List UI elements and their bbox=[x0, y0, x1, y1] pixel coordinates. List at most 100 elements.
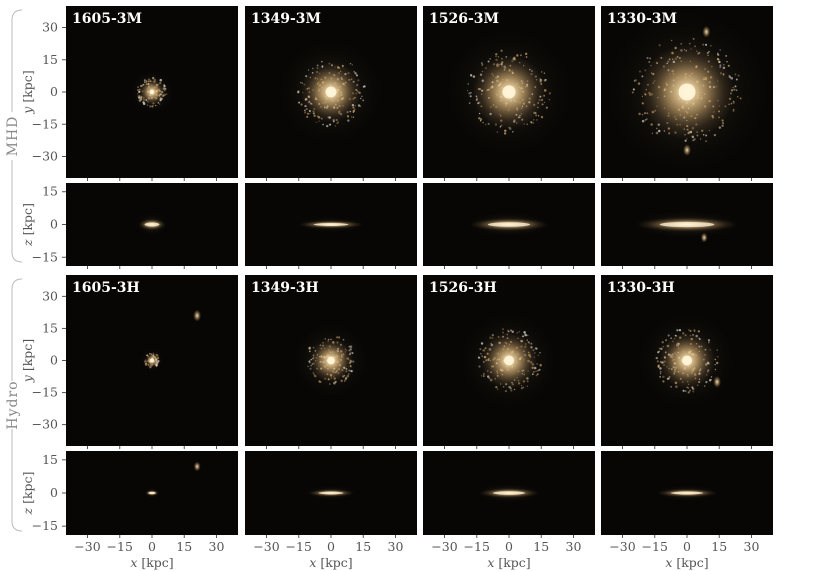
star-particle bbox=[705, 43, 708, 46]
panel-label: 1605-3H bbox=[72, 280, 140, 296]
galaxy-bulge bbox=[678, 83, 696, 101]
satellite-galaxy bbox=[713, 375, 722, 388]
star-particle bbox=[631, 91, 634, 94]
star-particle bbox=[151, 105, 154, 108]
star-particle bbox=[504, 390, 507, 393]
star-particle bbox=[468, 102, 471, 105]
y-axis-label: y [kpc] bbox=[20, 70, 35, 114]
star-particle bbox=[536, 119, 538, 121]
panel-label: 1330-3H bbox=[607, 280, 675, 296]
star-particle bbox=[719, 49, 721, 51]
x-tick-label: 15 bbox=[533, 539, 549, 554]
y-tick-label: −15 bbox=[32, 116, 58, 131]
star-particle bbox=[641, 119, 645, 123]
star-particle bbox=[506, 329, 510, 333]
panel-label: 1349-3M bbox=[251, 11, 321, 27]
star-particle bbox=[337, 121, 339, 123]
star-particle bbox=[697, 330, 700, 333]
star-particle bbox=[545, 106, 548, 109]
star-particle bbox=[637, 82, 641, 85]
star-particle bbox=[693, 329, 696, 332]
star-particle bbox=[467, 89, 469, 92]
star-particle bbox=[538, 368, 541, 371]
face-on-panel-1605-3H: 1605-3H bbox=[66, 275, 238, 446]
y-tick-label: 15 bbox=[42, 52, 58, 67]
z-axis-label: z [kpc] bbox=[20, 472, 35, 516]
star-particle bbox=[684, 139, 687, 142]
star-particle bbox=[319, 381, 322, 384]
star-particle bbox=[482, 375, 485, 377]
x-tick-label: −15 bbox=[107, 539, 133, 554]
y-axis-label: y [kpc] bbox=[20, 339, 35, 383]
star-particle bbox=[307, 69, 310, 71]
star-particle bbox=[156, 354, 159, 357]
star-particle bbox=[678, 329, 682, 332]
star-particle bbox=[480, 342, 484, 345]
star-particle bbox=[648, 60, 651, 63]
star-particle bbox=[159, 103, 161, 105]
x-tick-label: −15 bbox=[464, 539, 490, 554]
star-particle bbox=[525, 56, 528, 58]
star-particle bbox=[656, 360, 659, 363]
x-tick-label: 30 bbox=[209, 539, 225, 554]
y-tick-label: 30 bbox=[42, 288, 58, 303]
star-particle bbox=[649, 57, 652, 60]
x-axis-label: x [kpc] bbox=[665, 555, 708, 570]
star-particle bbox=[734, 73, 737, 76]
star-particle bbox=[478, 117, 480, 119]
x-axis-label: x [kpc] bbox=[130, 555, 173, 570]
star-particle bbox=[326, 124, 329, 128]
star-particle bbox=[495, 53, 498, 56]
star-particle bbox=[693, 330, 696, 332]
star-particle bbox=[657, 364, 660, 367]
star-particle bbox=[482, 121, 484, 124]
star-particle bbox=[735, 89, 738, 92]
star-particle bbox=[524, 52, 528, 56]
galaxy-bulge bbox=[503, 355, 515, 366]
star-particle bbox=[725, 54, 728, 57]
panel-label: 1330-3M bbox=[607, 11, 677, 27]
star-particle bbox=[646, 56, 649, 60]
x-tick-label: −30 bbox=[431, 539, 457, 554]
star-particle bbox=[699, 138, 702, 140]
star-particle bbox=[308, 350, 311, 353]
satellite-galaxy bbox=[193, 461, 201, 472]
star-particle bbox=[537, 114, 540, 117]
star-particle bbox=[536, 373, 539, 376]
star-particle bbox=[726, 60, 728, 63]
star-particle bbox=[349, 345, 353, 348]
star-particle bbox=[484, 123, 487, 126]
star-particle bbox=[344, 377, 347, 381]
star-particle bbox=[540, 115, 544, 119]
star-particle bbox=[350, 369, 353, 373]
star-particle bbox=[328, 123, 332, 126]
star-particle bbox=[516, 332, 518, 334]
star-particle bbox=[491, 334, 494, 337]
star-particle bbox=[362, 99, 365, 102]
galaxy-bulge bbox=[327, 356, 335, 365]
star-particle bbox=[732, 108, 735, 111]
star-particle bbox=[156, 365, 158, 367]
star-particle bbox=[634, 78, 638, 82]
star-particle bbox=[307, 365, 309, 368]
x-tick-label: −15 bbox=[286, 539, 312, 554]
star-particle bbox=[689, 329, 692, 332]
star-particle bbox=[154, 104, 157, 107]
star-particle bbox=[155, 353, 158, 356]
star-particle bbox=[489, 336, 492, 339]
star-particle bbox=[530, 120, 533, 124]
y-tick-label: −15 bbox=[32, 249, 58, 264]
star-particle bbox=[298, 101, 300, 104]
star-particle bbox=[526, 385, 528, 387]
star-particle bbox=[532, 122, 534, 124]
star-particle bbox=[143, 79, 146, 82]
star-particle bbox=[340, 379, 343, 383]
star-particle bbox=[351, 64, 353, 66]
star-particle bbox=[535, 347, 538, 350]
star-particle bbox=[548, 92, 552, 95]
star-particle bbox=[507, 330, 510, 333]
star-particle bbox=[703, 385, 706, 387]
panel-label: 1605-3M bbox=[72, 11, 142, 27]
star-particle bbox=[343, 380, 346, 382]
